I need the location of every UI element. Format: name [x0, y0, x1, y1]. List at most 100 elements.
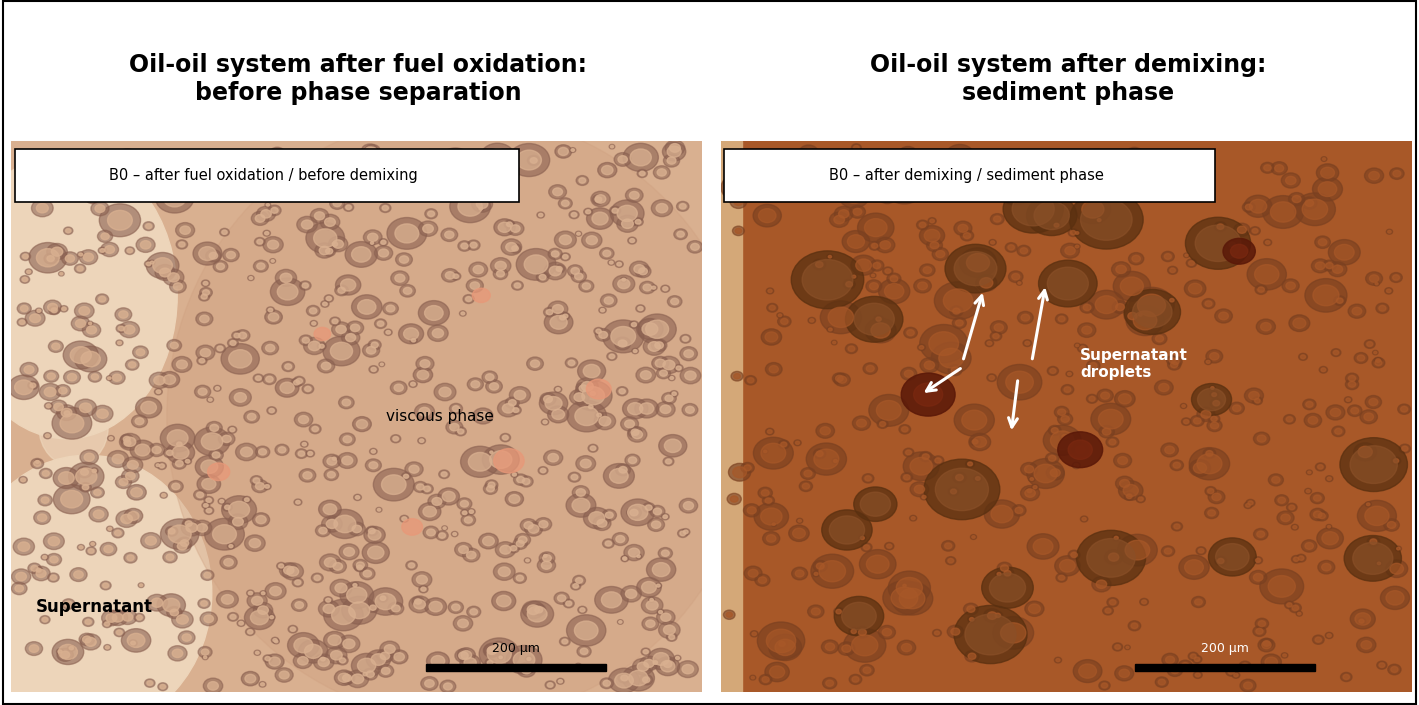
- Circle shape: [1101, 392, 1110, 399]
- Circle shape: [545, 311, 573, 333]
- Circle shape: [620, 417, 639, 431]
- Circle shape: [1323, 532, 1338, 545]
- Circle shape: [1132, 296, 1172, 328]
- Circle shape: [99, 204, 140, 237]
- Circle shape: [136, 238, 155, 252]
- Circle shape: [253, 513, 270, 527]
- Circle shape: [1364, 413, 1374, 421]
- Circle shape: [680, 531, 685, 536]
- Circle shape: [377, 321, 385, 326]
- Circle shape: [450, 403, 463, 414]
- Circle shape: [667, 146, 681, 157]
- Circle shape: [789, 525, 809, 541]
- Circle shape: [406, 561, 417, 570]
- Circle shape: [575, 407, 599, 426]
- Circle shape: [179, 158, 190, 166]
- Circle shape: [172, 483, 180, 490]
- Circle shape: [945, 145, 975, 167]
- Circle shape: [636, 554, 641, 558]
- Circle shape: [670, 391, 678, 397]
- Circle shape: [1182, 405, 1185, 407]
- Circle shape: [1365, 272, 1382, 286]
- Circle shape: [802, 259, 853, 300]
- Circle shape: [53, 467, 79, 489]
- Circle shape: [1354, 352, 1368, 363]
- Circle shape: [224, 558, 233, 566]
- Circle shape: [768, 430, 772, 434]
- Circle shape: [482, 445, 519, 474]
- Circle shape: [570, 474, 578, 480]
- Circle shape: [75, 468, 96, 485]
- Circle shape: [636, 219, 641, 224]
- Circle shape: [255, 376, 261, 381]
- Circle shape: [1003, 185, 1063, 233]
- Circle shape: [482, 537, 494, 546]
- Circle shape: [1093, 168, 1095, 171]
- Circle shape: [1132, 255, 1141, 262]
- Circle shape: [480, 207, 482, 210]
- Circle shape: [1261, 654, 1281, 670]
- Circle shape: [444, 231, 454, 238]
- Circle shape: [891, 587, 918, 608]
- Circle shape: [630, 261, 648, 277]
- Circle shape: [965, 614, 1016, 655]
- Circle shape: [326, 297, 332, 300]
- Circle shape: [622, 586, 641, 602]
- Circle shape: [128, 511, 139, 520]
- Circle shape: [123, 440, 131, 446]
- Circle shape: [1017, 245, 1030, 256]
- Circle shape: [640, 656, 658, 670]
- Circle shape: [301, 220, 312, 229]
- Bar: [426, 663, 606, 671]
- Circle shape: [1254, 398, 1260, 403]
- Circle shape: [234, 393, 247, 403]
- Circle shape: [343, 639, 355, 649]
- Circle shape: [1209, 386, 1216, 391]
- Circle shape: [294, 637, 314, 653]
- Circle shape: [1115, 644, 1121, 649]
- Circle shape: [245, 674, 255, 683]
- Circle shape: [597, 163, 617, 178]
- Circle shape: [458, 241, 471, 251]
- Circle shape: [795, 570, 805, 577]
- Circle shape: [1191, 195, 1195, 198]
- Circle shape: [206, 508, 211, 513]
- Circle shape: [1244, 388, 1263, 403]
- Circle shape: [88, 322, 92, 325]
- Circle shape: [1165, 446, 1175, 454]
- Circle shape: [1025, 465, 1034, 473]
- Circle shape: [1230, 245, 1247, 258]
- Circle shape: [1029, 477, 1034, 482]
- Circle shape: [1212, 393, 1216, 396]
- Circle shape: [1181, 403, 1186, 408]
- Circle shape: [1344, 536, 1402, 581]
- Circle shape: [121, 514, 132, 524]
- Circle shape: [1208, 510, 1216, 516]
- Circle shape: [664, 661, 673, 668]
- Circle shape: [1381, 587, 1409, 610]
- Circle shape: [260, 682, 265, 687]
- Circle shape: [514, 573, 526, 583]
- Circle shape: [796, 518, 803, 523]
- Circle shape: [813, 449, 826, 459]
- Circle shape: [1090, 362, 1097, 369]
- Circle shape: [904, 370, 914, 377]
- Circle shape: [458, 197, 482, 216]
- Circle shape: [172, 458, 186, 469]
- Circle shape: [597, 520, 607, 527]
- Circle shape: [498, 400, 519, 417]
- Circle shape: [954, 221, 972, 235]
- Circle shape: [542, 553, 548, 558]
- Circle shape: [851, 635, 878, 656]
- Circle shape: [748, 570, 758, 577]
- Circle shape: [1169, 298, 1174, 302]
- Circle shape: [1050, 431, 1074, 450]
- Circle shape: [20, 305, 28, 312]
- Circle shape: [1093, 152, 1101, 159]
- Circle shape: [1256, 628, 1263, 634]
- Circle shape: [863, 474, 874, 483]
- Circle shape: [53, 639, 84, 665]
- Circle shape: [1305, 278, 1347, 312]
- Circle shape: [521, 519, 536, 532]
- Circle shape: [658, 356, 680, 374]
